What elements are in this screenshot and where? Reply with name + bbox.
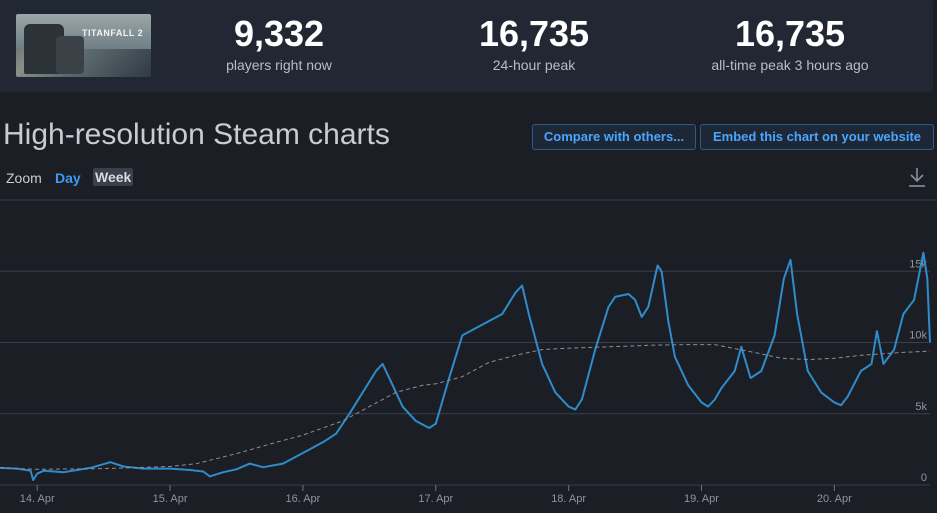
- x-tick-label: 15. Apr: [153, 493, 188, 505]
- player-count-line: [0, 251, 931, 481]
- day-peak-label: 24-hour peak: [492, 57, 576, 73]
- day-peak-value: 16,735: [478, 13, 590, 54]
- stats-bar: TITANFALL 2 9,332 players right now 16,7…: [0, 0, 933, 92]
- alltime-peak-label: all-time peak 3 hours ago: [711, 57, 869, 73]
- y-tick-label: 5k: [915, 401, 927, 413]
- embed-chart-button[interactable]: Embed this chart on your website: [700, 124, 934, 150]
- x-tick-label: 20. Apr: [817, 493, 852, 505]
- players-now-value: 9,332: [233, 13, 325, 54]
- compare-button[interactable]: Compare with others...: [532, 124, 696, 150]
- x-tick-label: 16. Apr: [285, 493, 320, 505]
- alltime-peak-value: 16,735: [734, 13, 846, 54]
- players-now-stat: 9,332 players right now: [199, 14, 359, 74]
- download-icon[interactable]: [906, 165, 928, 189]
- average-line: [0, 344, 931, 470]
- game-thumbnail[interactable]: TITANFALL 2: [16, 14, 151, 77]
- zoom-day-button[interactable]: Day: [55, 170, 81, 186]
- y-tick-label: 15k: [909, 258, 927, 270]
- alltime-peak-stat: 16,735 all-time peak 3 hours ago: [690, 14, 890, 74]
- y-tick-label: 0: [921, 472, 927, 484]
- zoom-label: Zoom: [6, 170, 42, 186]
- x-tick-label: 14. Apr: [20, 493, 55, 505]
- day-peak-stat: 16,735 24-hour peak: [454, 14, 614, 74]
- thumbnail-logo: TITANFALL 2: [82, 28, 144, 38]
- y-tick-label: 10k: [909, 330, 927, 342]
- x-tick-label: 17. Apr: [418, 493, 453, 505]
- zoom-week-button[interactable]: Week: [93, 168, 134, 186]
- thumbnail-mech-secondary: [56, 36, 84, 74]
- page-title: High-resolution Steam charts: [3, 118, 390, 151]
- players-now-label: players right now: [226, 57, 332, 73]
- player-count-chart: 0 5k 10k 15k 14. Apr 15. Apr 16. Apr 17. Apr 18.…: [0, 199, 937, 505]
- x-tick-label: 18. Apr: [551, 493, 586, 505]
- x-tick-label: 19. Apr: [684, 493, 719, 505]
